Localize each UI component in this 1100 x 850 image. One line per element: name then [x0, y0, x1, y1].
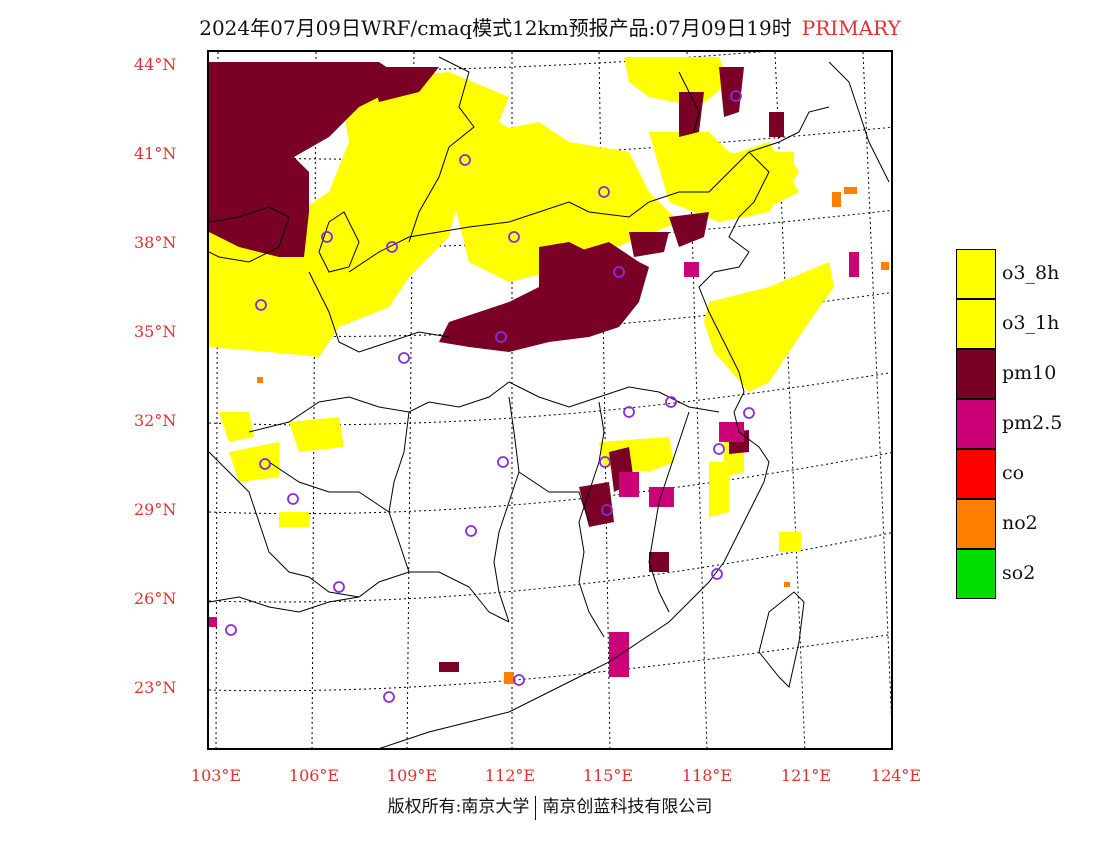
lon-tick: 112°E — [484, 766, 536, 785]
station-marker — [386, 241, 398, 253]
lat-tick: 38°N — [134, 233, 177, 252]
legend-label: pm10 — [1002, 362, 1057, 384]
station-marker — [665, 396, 677, 408]
lon-tick: 109°E — [386, 766, 438, 785]
pm25-region — [209, 252, 859, 677]
copyright-left: 版权所有:南京大学 — [387, 797, 530, 817]
o3-region — [209, 57, 834, 552]
map-area — [207, 50, 893, 750]
station-marker — [465, 525, 477, 537]
legend-swatch — [956, 349, 996, 399]
lon-tick: 103°E — [190, 766, 242, 785]
lat-tick: 44°N — [134, 55, 177, 74]
legend-label: so2 — [1002, 562, 1036, 584]
station-marker — [598, 186, 610, 198]
station-marker — [497, 456, 509, 468]
no2-region — [257, 187, 889, 684]
map-title: 2024年07月09日WRF/cmaq模式12km预报产品:07月09日19时 P… — [0, 12, 1100, 41]
legend-swatch — [956, 449, 996, 499]
boundaries — [209, 56, 890, 748]
station-marker — [711, 568, 723, 580]
station-marker — [743, 407, 755, 419]
lat-tick: 41°N — [134, 144, 177, 163]
station-marker — [613, 266, 625, 278]
legend-label: o3_8h — [1002, 262, 1060, 284]
station-marker — [225, 624, 237, 636]
station-marker — [495, 331, 507, 343]
station-marker — [321, 231, 333, 243]
legend-swatch — [956, 399, 996, 449]
copyright-right: 南京创蓝科技有限公司 — [542, 797, 713, 817]
legend-label: co — [1002, 462, 1025, 484]
station-marker — [508, 231, 520, 243]
lat-tick: 29°N — [134, 500, 177, 519]
station-marker — [259, 458, 271, 470]
lat-tick: 35°N — [134, 322, 177, 341]
lon-tick: 115°E — [582, 766, 634, 785]
lat-tick: 26°N — [134, 589, 177, 608]
station-marker — [398, 352, 410, 364]
station-marker — [623, 406, 635, 418]
legend-label: o3_1h — [1002, 312, 1060, 334]
lon-tick: 121°E — [780, 766, 832, 785]
station-marker — [255, 299, 267, 311]
station-marker — [383, 691, 395, 703]
legend-swatch — [956, 299, 996, 349]
station-marker — [513, 674, 525, 686]
station-marker — [333, 581, 345, 593]
lat-tick: 32°N — [134, 411, 177, 430]
station-marker — [713, 443, 725, 455]
station-marker — [730, 90, 742, 102]
legend-swatch — [956, 249, 996, 299]
pm10-region — [209, 62, 784, 672]
lon-tick: 106°E — [288, 766, 340, 785]
legend-swatch — [956, 499, 996, 549]
lat-tick: 23°N — [134, 678, 177, 697]
legend-label: pm2.5 — [1002, 412, 1063, 434]
legend-label: no2 — [1002, 512, 1038, 534]
title-text: 2024年07月09日WRF/cmaq模式12km预报产品:07月09日19时 — [199, 16, 792, 40]
station-marker — [601, 504, 613, 516]
copyright: 版权所有:南京大学 南京创蓝科技有限公司 — [0, 792, 1100, 820]
station-marker — [287, 493, 299, 505]
title-tag: PRIMARY — [801, 16, 901, 40]
station-markers — [225, 90, 755, 703]
map-canvas — [209, 52, 891, 748]
station-marker — [599, 456, 611, 468]
lon-tick: 124°E — [870, 766, 922, 785]
legend-swatch — [956, 549, 996, 599]
station-marker — [459, 154, 471, 166]
lon-tick: 118°E — [681, 766, 733, 785]
copyright-separator — [535, 795, 537, 820]
